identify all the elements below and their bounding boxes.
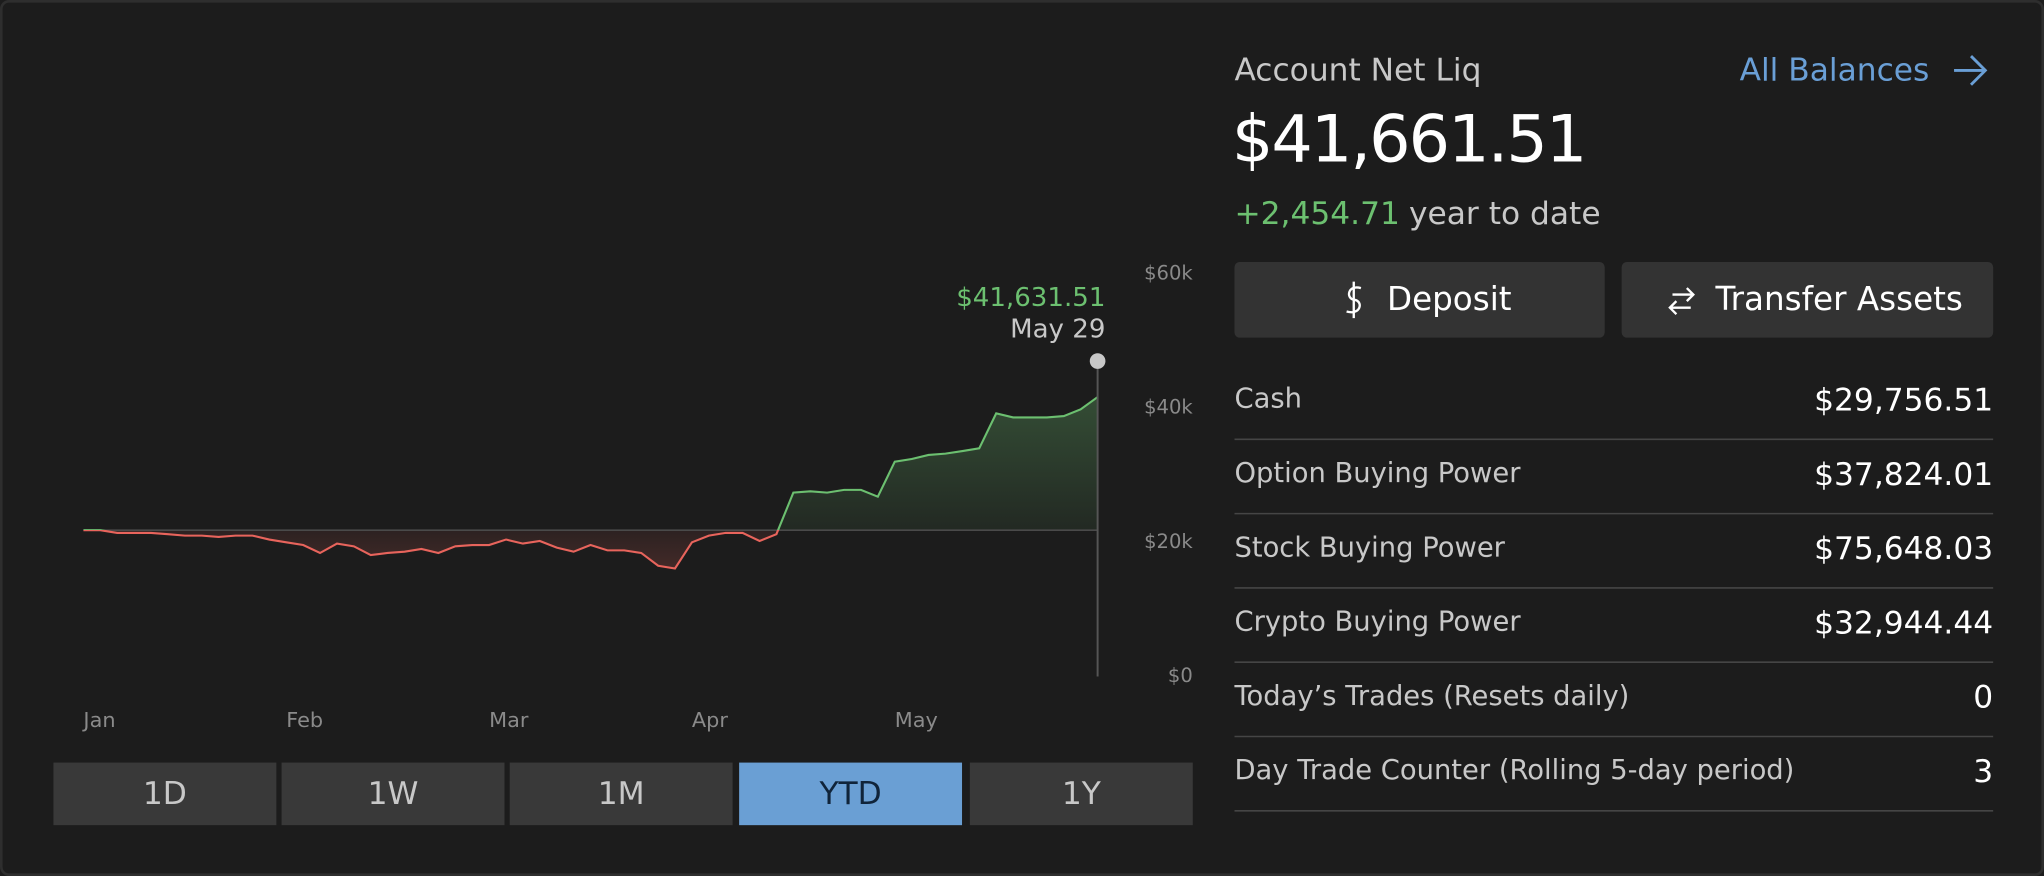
net-liq-value: $41,661.51	[1232, 102, 1586, 177]
transfer-button[interactable]	[1621, 262, 1994, 338]
x-tick-label: Mar	[489, 708, 529, 732]
balance-label: Day Trade Counter (Rolling 5-day period)	[1234, 755, 1794, 786]
balance-label: Stock Buying Power	[1234, 532, 1505, 563]
range-label[interactable]: 1D	[143, 776, 187, 812]
dollar-icon[interactable]	[1346, 281, 1362, 319]
balance-value: 3	[1973, 754, 1993, 790]
range-button[interactable]	[509, 762, 733, 826]
balance-value: $32,944.44	[1814, 605, 1993, 641]
tooltip-value: $41,631.51	[956, 283, 1105, 313]
x-tick-label: Apr	[692, 708, 728, 732]
transfer-icon[interactable]	[1668, 287, 1695, 315]
x-tick-label: May	[895, 708, 938, 732]
x-tick-label: Jan	[81, 708, 115, 732]
balance-value: $75,648.03	[1814, 531, 1993, 567]
transfer-label[interactable]: Transfer Assets	[1715, 280, 1963, 318]
balance-value: $29,756.51	[1814, 383, 1993, 419]
y-tick-label: $0	[1168, 664, 1193, 687]
y-tick-label: $60k	[1144, 261, 1193, 284]
area	[83, 397, 1098, 569]
range-label[interactable]: 1M	[598, 776, 645, 812]
range-label[interactable]: 1W	[368, 776, 419, 812]
y-tick-label: $40k	[1144, 396, 1193, 419]
arrow-icon[interactable]	[1954, 55, 1988, 86]
range-button[interactable]	[739, 762, 963, 826]
range-label[interactable]: YTD	[818, 776, 881, 812]
range-button[interactable]	[969, 762, 1193, 826]
range-selector: 1D 1W 1M YTD 1Y	[53, 762, 1193, 826]
balance-value: 0	[1973, 680, 1993, 716]
range-button[interactable]	[281, 762, 505, 826]
tooltip-date: May 29	[1010, 314, 1105, 344]
balances: Cash $29,756.51 Option Buying Power $37,824…	[1233, 383, 1993, 812]
x-tick-label: Feb	[286, 708, 323, 732]
cursor-dot	[1089, 353, 1106, 369]
balance-label: Today’s Trades (Resets daily)	[1233, 681, 1629, 712]
y-tick-label: $20k	[1144, 530, 1193, 553]
deposit-button[interactable]	[1234, 262, 1605, 338]
chart: $0 $20k $40k $60k Jan Feb Mar Apr May $41,631.51M…	[81, 261, 1193, 732]
ytd-note: year to date	[1409, 196, 1601, 232]
all-balances-link[interactable]: All Balances	[1740, 53, 1930, 89]
balance-label: Cash	[1234, 384, 1301, 415]
line	[83, 396, 1099, 570]
balance-label: Crypto Buying Power	[1234, 607, 1521, 638]
deposit-label[interactable]: Deposit	[1387, 280, 1512, 318]
range-button[interactable]	[53, 762, 277, 826]
range-label[interactable]: 1Y	[1062, 776, 1102, 812]
ytd-change: +2,454.71	[1234, 196, 1399, 232]
balance-label: Option Buying Power	[1234, 458, 1521, 489]
balance-value: $37,824.01	[1814, 457, 1993, 493]
account-title: Account Net Liq	[1234, 53, 1481, 89]
